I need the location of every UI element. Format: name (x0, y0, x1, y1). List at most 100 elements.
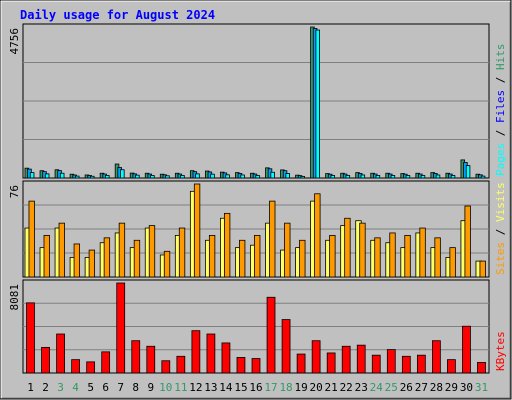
bar-kbytes (326, 352, 336, 374)
legend-item-sites: Sites (494, 242, 507, 275)
bar-sites (419, 227, 426, 278)
x-tick-label: 26 (400, 381, 413, 394)
bar-sites (374, 237, 381, 278)
bar-kbytes (281, 319, 291, 374)
bar-kbytes (146, 345, 156, 374)
bar-pages (450, 175, 456, 179)
bar-kbytes (251, 358, 261, 374)
bar-kbytes (161, 360, 171, 374)
x-tick-label: 16 (249, 381, 262, 394)
chart-title: Daily usage for August 2024 (20, 8, 215, 22)
x-tick-label: 1 (27, 381, 34, 394)
bar-kbytes (416, 354, 426, 374)
legend-item-kbytes: KBytes (494, 331, 507, 371)
x-tick-label: 3 (57, 381, 64, 394)
legend-separator: / (494, 222, 507, 242)
kbytes_panel: 8081 (8, 279, 490, 374)
bar-pages (59, 172, 65, 179)
bar-pages (360, 174, 366, 179)
legend-item-visits: Visits (494, 182, 507, 222)
x-tick-label: 15 (234, 381, 247, 394)
bar-kbytes (341, 345, 351, 374)
legend-item-pages: Pages (494, 143, 507, 176)
visits_panel-legend: Sites / Visits (494, 182, 507, 275)
bar-kbytes (311, 340, 321, 374)
bar-kbytes (462, 325, 471, 374)
x-tick-label: 17 (264, 381, 277, 394)
bar-kbytes (191, 330, 201, 374)
bar-pages (390, 175, 396, 179)
bar-pages (480, 175, 486, 179)
bar-pages (420, 175, 426, 179)
bar-pages (29, 172, 35, 179)
bar-pages (240, 174, 245, 179)
visits_panel: 76 (8, 180, 490, 278)
x-tick-label: 19 (294, 381, 307, 394)
bar-sites (329, 234, 336, 278)
bar-sites (389, 232, 396, 278)
hits_panel: 4756 (8, 23, 490, 179)
x-tick-label: 27 (415, 381, 428, 394)
bar-sites (299, 239, 306, 278)
bar-sites (178, 227, 186, 278)
bar-pages (150, 175, 155, 179)
bar-pages (225, 174, 230, 179)
x-tick-label: 4 (72, 381, 79, 394)
bar-pages (135, 174, 140, 179)
bar-sites (163, 250, 171, 278)
bar-kbytes (86, 361, 96, 374)
x-tick-label: 21 (325, 381, 338, 394)
y-max-label: 4756 (8, 28, 21, 55)
bar-sites (73, 243, 80, 278)
x-tick-label: 14 (219, 381, 233, 394)
x-tick-label: 12 (189, 381, 202, 394)
legend-item-hits: Hits (494, 44, 507, 71)
y-max-label: 76 (8, 185, 21, 198)
bar-kbytes (356, 344, 366, 374)
bar-sites (43, 234, 50, 278)
bar-kbytes (176, 355, 186, 374)
x-tick-label: 28 (430, 381, 443, 394)
bar-sites (434, 237, 441, 278)
legend-text: KBytes (494, 331, 507, 371)
x-tick-label: 24 (370, 381, 384, 394)
legend-text: Pages / Files / Hits (494, 44, 507, 177)
bar-pages (435, 174, 441, 179)
bar-sites (464, 205, 471, 278)
x-tick-label: 5 (87, 381, 94, 394)
bar-pages (90, 175, 95, 179)
bar-sites (479, 260, 486, 278)
bar-kbytes (71, 359, 80, 374)
bar-kbytes (56, 333, 65, 374)
bar-sites (359, 222, 366, 278)
x-tick-label: 13 (204, 381, 217, 394)
bar-pages (345, 175, 351, 179)
legend-text: Sites / Visits (494, 182, 507, 275)
x-tick-label: 7 (117, 381, 124, 394)
bar-kbytes (101, 351, 111, 374)
bar-kbytes (116, 282, 126, 374)
bar-pages (165, 175, 170, 179)
bar-sites (254, 234, 261, 278)
bar-pages (465, 165, 471, 179)
bar-kbytes (221, 342, 231, 374)
bar-sites (223, 212, 231, 278)
legend-separator: / (494, 123, 507, 143)
bar-sites (58, 222, 65, 278)
bar-pages (210, 173, 215, 179)
bar-pages (105, 175, 110, 179)
hits_panel-legend: Pages / Files / Hits (494, 44, 507, 177)
y-max-label: 8081 (8, 284, 21, 311)
bar-pages (180, 175, 185, 179)
x-tick-label: 2 (42, 381, 49, 394)
bar-kbytes (447, 359, 456, 374)
legend-separator: / (494, 70, 507, 90)
bar-kbytes (266, 296, 276, 374)
bar-kbytes (41, 346, 50, 374)
bar-sites (314, 193, 321, 278)
x-tick-label: 9 (147, 381, 154, 394)
bar-sites (133, 239, 141, 278)
